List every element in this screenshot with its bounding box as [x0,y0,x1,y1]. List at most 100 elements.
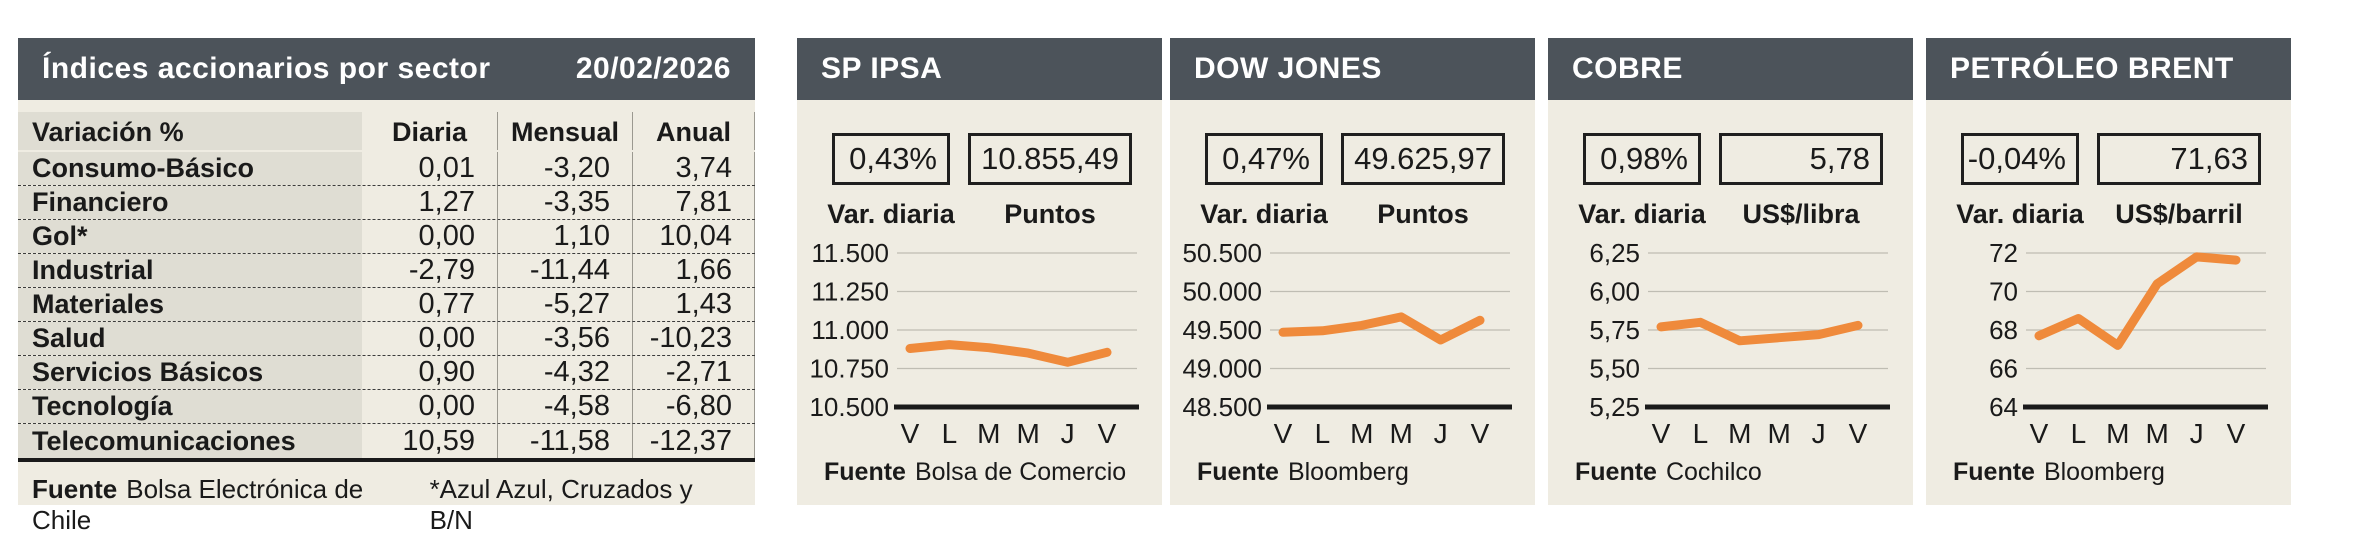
svg-text:V: V [2030,418,2049,449]
sector-table-date: 20/02/2026 [575,52,731,85]
table-row: Financiero 1,27 -3,35 7,81 [18,186,755,220]
col-header-anual: Anual [632,112,755,150]
source-name: Cochilco [1665,458,1762,486]
svg-text:M: M [1017,418,1040,449]
svg-text:V: V [1652,418,1671,449]
dow-jones-header: DOW JONES [1170,38,1535,100]
cell-mensual: -3,20 [497,152,632,185]
sector-table-title: Índices accionarios por sector [42,52,491,85]
svg-text:68: 68 [1989,315,2018,345]
cell-anual: -2,71 [632,356,755,389]
svg-text:L: L [942,418,958,449]
svg-text:M: M [1390,418,1413,449]
svg-text:L: L [1315,418,1331,449]
var-diaria-label: Var. diaria [827,199,955,229]
petroleo-brent-body: -0,04% 71,63 Var. diaria US$/barril 72 70… [1926,100,2291,505]
panel-source: Fuente Bolsa de Comercio [824,458,1126,487]
cell-mensual: -4,58 [497,390,632,423]
cell-mensual: -11,58 [497,424,632,458]
points-box: 10.855,49 [968,133,1132,185]
var-diaria-label: Var. diaria [1200,199,1328,229]
price-unit-label: US$/barril [2115,199,2243,229]
cell-diaria: 0,00 [418,220,475,252]
svg-text:M: M [1768,418,1791,449]
source-label: Fuente [1197,458,1279,486]
svg-text:6,00: 6,00 [1589,277,1640,307]
sp-ipsa-body: 0,43% 10.855,49 Var. diaria Puntos 11.50… [797,100,1162,505]
row-label: Telecomunicaciones [18,424,362,458]
source-name: Bolsa de Comercio [914,458,1127,486]
sector-indices-panel: Índices accionarios por sector 20/02/202… [18,38,755,535]
points-label: Puntos [1004,199,1096,229]
svg-text:V: V [1849,418,1868,449]
cell-mensual: -3,56 [497,322,632,355]
svg-text:M: M [1728,418,1751,449]
row-label: Servicios Básicos [18,356,362,389]
svg-text:48.500: 48.500 [1182,392,1262,422]
cell-anual: 1,43 [632,288,755,321]
cell-diaria: 0,01 [418,152,475,184]
row-label: Industrial [18,254,362,287]
price-unit-label: US$/libra [1742,199,1860,229]
svg-text:11.250: 11.250 [811,277,889,307]
table-source: Fuente Bolsa Electrónica de Chile [32,474,430,536]
cobre-panel: COBRE 0,98% 5,78 Var. diaria US$/libra 6… [1548,38,1913,505]
cell-diaria: 1,27 [418,186,475,218]
svg-text:6,25: 6,25 [1589,240,1640,268]
points-label: Puntos [1377,199,1469,229]
cell-diaria: 0,90 [418,356,475,388]
svg-text:50.000: 50.000 [1182,277,1262,307]
dow-jones-title: DOW JONES [1194,52,1382,85]
var-diaria-label: Var. diaria [1956,199,2084,229]
table-footnote: *Azul Azul, Cruzados y B/N [429,474,693,535]
table-row: Tecnología 0,00 -4,58 -6,80 [18,390,755,424]
svg-text:V: V [2227,418,2246,449]
svg-text:L: L [1693,418,1709,449]
price-box: 5,78 [1719,133,1883,185]
cell-mensual: 1,10 [497,220,632,253]
svg-text:J: J [1812,418,1826,449]
sector-table-header: Índices accionarios por sector 20/02/202… [18,38,755,100]
col-header-diaria: Diaria [391,117,468,147]
source-name: Bloomberg [1287,458,1409,486]
petroleo-brent-title: PETRÓLEO BRENT [1950,52,2234,85]
col-header-mensual: Mensual [497,112,632,150]
row-label: Gol* [18,220,362,253]
cell-anual: 3,74 [632,152,755,185]
cell-mensual: -11,44 [497,254,632,287]
cell-anual: 10,04 [632,220,755,253]
svg-text:49.500: 49.500 [1182,315,1262,345]
var-diaria-box: 0,98% [1583,133,1701,185]
svg-text:72: 72 [1989,240,2018,268]
panel-source: Fuente Bloomberg [1953,458,2165,487]
row-label: Consumo-Básico [18,152,362,185]
svg-text:M: M [1350,418,1373,449]
cell-mensual: -4,32 [497,356,632,389]
svg-text:V: V [1274,418,1293,449]
cobre-header: COBRE [1548,38,1913,100]
panel-source: Fuente Bloomberg [1197,458,1409,487]
cell-diaria: 0,00 [418,390,475,422]
svg-text:V: V [1471,418,1490,449]
source-label: Fuente [32,474,118,504]
sector-table-rows: Variación % Diaria Mensual Anual Consumo… [18,112,755,462]
svg-text:J: J [1434,418,1448,449]
cell-anual: -6,80 [632,390,755,423]
cell-anual: 7,81 [632,186,755,219]
cell-anual: 1,66 [632,254,755,287]
row-label: Financiero [18,186,362,219]
svg-text:64: 64 [1989,392,2018,422]
petroleo-brent-panel: PETRÓLEO BRENT -0,04% 71,63 Var. diaria … [1926,38,2291,505]
cell-diaria: -2,79 [408,254,475,286]
svg-text:M: M [2146,418,2169,449]
svg-text:5,25: 5,25 [1589,392,1640,422]
sector-table-body: Variación % Diaria Mensual Anual Consumo… [18,100,755,535]
svg-text:11.000: 11.000 [811,315,889,345]
petroleo-brent-header: PETRÓLEO BRENT [1926,38,2291,100]
price-box: 71,63 [2097,133,2261,185]
svg-text:66: 66 [1989,354,2018,384]
source-label: Fuente [824,458,906,486]
table-row: Industrial -2,79 -11,44 1,66 [18,254,755,288]
svg-text:J: J [1061,418,1075,449]
